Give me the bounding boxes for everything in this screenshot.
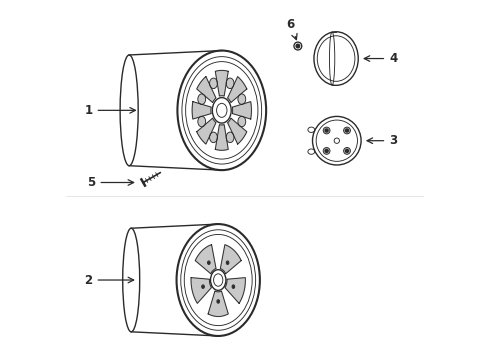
Ellipse shape bbox=[232, 285, 235, 288]
Polygon shape bbox=[227, 77, 247, 103]
Text: 5: 5 bbox=[87, 176, 134, 189]
Ellipse shape bbox=[343, 148, 350, 154]
Ellipse shape bbox=[325, 129, 328, 132]
Polygon shape bbox=[197, 118, 216, 144]
Ellipse shape bbox=[238, 94, 245, 104]
Ellipse shape bbox=[210, 132, 218, 143]
Ellipse shape bbox=[208, 262, 209, 264]
Ellipse shape bbox=[325, 149, 328, 152]
Ellipse shape bbox=[323, 127, 330, 134]
Polygon shape bbox=[232, 102, 251, 119]
Ellipse shape bbox=[202, 285, 204, 288]
Ellipse shape bbox=[218, 301, 219, 302]
Polygon shape bbox=[215, 71, 228, 96]
Ellipse shape bbox=[226, 78, 234, 89]
Polygon shape bbox=[195, 245, 216, 274]
Text: 2: 2 bbox=[84, 274, 134, 287]
Ellipse shape bbox=[323, 148, 330, 154]
Ellipse shape bbox=[202, 286, 204, 287]
Polygon shape bbox=[208, 291, 228, 316]
Text: 6: 6 bbox=[287, 18, 297, 40]
Text: 3: 3 bbox=[367, 134, 397, 147]
Ellipse shape bbox=[296, 44, 300, 48]
Polygon shape bbox=[191, 278, 211, 303]
Ellipse shape bbox=[207, 261, 210, 265]
Ellipse shape bbox=[345, 129, 348, 132]
Polygon shape bbox=[227, 118, 247, 144]
Text: 4: 4 bbox=[364, 52, 397, 65]
Polygon shape bbox=[197, 77, 216, 103]
Ellipse shape bbox=[210, 78, 218, 89]
Ellipse shape bbox=[198, 116, 206, 127]
Polygon shape bbox=[220, 245, 241, 274]
Ellipse shape bbox=[217, 300, 220, 303]
Ellipse shape bbox=[226, 132, 234, 143]
Polygon shape bbox=[192, 102, 211, 119]
Ellipse shape bbox=[227, 262, 228, 264]
Ellipse shape bbox=[233, 286, 234, 287]
Ellipse shape bbox=[345, 149, 348, 152]
Ellipse shape bbox=[198, 94, 206, 104]
Text: 1: 1 bbox=[84, 104, 135, 117]
Ellipse shape bbox=[343, 127, 350, 134]
Polygon shape bbox=[225, 278, 245, 303]
Polygon shape bbox=[215, 125, 228, 150]
Ellipse shape bbox=[226, 261, 229, 265]
Ellipse shape bbox=[238, 116, 245, 127]
